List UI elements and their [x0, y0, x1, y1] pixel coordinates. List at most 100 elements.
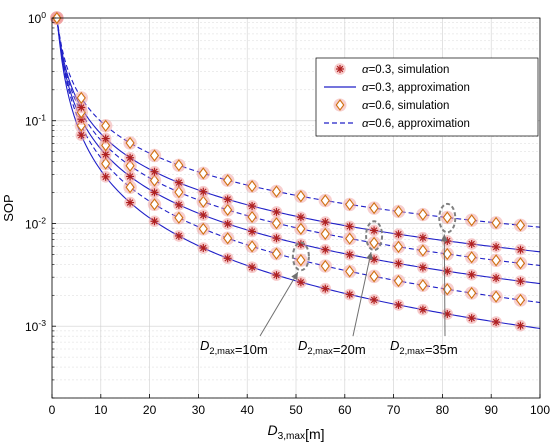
- diamond-marker: [318, 259, 332, 273]
- diamond-marker: [123, 180, 137, 194]
- diamond-shape: [515, 219, 526, 232]
- star-marker: [295, 211, 307, 224]
- star-marker: [343, 220, 356, 233]
- diamond-shape: [442, 211, 452, 224]
- diamond-shape: [345, 232, 355, 245]
- diamond-shape: [223, 174, 233, 187]
- marker-layer: [50, 11, 528, 332]
- axis-labels: SOP D3,max[m]: [1, 194, 325, 442]
- star-stroke: [322, 246, 329, 253]
- diamond-shape: [369, 236, 379, 249]
- diamond-shape: [296, 222, 306, 235]
- diamond-marker: [367, 236, 381, 250]
- diamond-marker: [220, 203, 235, 217]
- diamond-marker: [464, 250, 479, 264]
- group-ellipse: [365, 220, 384, 252]
- diamond-shape: [467, 286, 477, 300]
- star-marker: [465, 312, 478, 324]
- star-marker: [514, 275, 527, 287]
- diamond-marker: [391, 204, 406, 219]
- diamond-marker: [489, 253, 503, 268]
- diamond-shape: [198, 167, 208, 180]
- curve-alpha-06-approximation-dashed: [56, 17, 541, 304]
- star-stroke: [419, 264, 427, 271]
- star-stroke: [200, 211, 207, 219]
- diamond-marker: [98, 119, 113, 133]
- group-ellipse: [291, 241, 310, 272]
- star-marker: [465, 238, 478, 250]
- star-marker: [270, 206, 283, 218]
- diamond-marker: [98, 156, 113, 171]
- star-stroke: [517, 246, 524, 253]
- diamond-marker: [416, 243, 430, 258]
- star-stroke: [395, 260, 402, 267]
- star-stroke: [126, 173, 134, 180]
- star-stroke: [444, 310, 451, 318]
- diamond-marker: [391, 274, 406, 288]
- x-tick-label: 70: [387, 403, 401, 417]
- diamond-shape: [101, 119, 111, 132]
- star-stroke: [200, 188, 207, 195]
- diamond-shape: [125, 136, 135, 150]
- star-marker: [246, 225, 258, 238]
- x-tick-label: 100: [530, 403, 550, 417]
- star-marker: [173, 230, 185, 242]
- star-stroke: [248, 228, 256, 235]
- diamond-marker: [147, 197, 162, 212]
- y-tick-label: 10-1: [25, 113, 46, 129]
- star-marker: [319, 282, 332, 295]
- star-marker: [319, 243, 332, 256]
- diamond-marker: [196, 166, 210, 181]
- star-marker: [392, 299, 405, 311]
- diamond-shape: [174, 186, 184, 199]
- star-stroke: [336, 65, 344, 73]
- annotation-label: D2,max=10m: [200, 338, 268, 357]
- star-marker: [124, 151, 136, 164]
- star-stroke: [175, 179, 183, 186]
- star-marker: [99, 171, 112, 183]
- star-stroke: [200, 244, 207, 252]
- star-marker: [124, 170, 136, 183]
- star-marker: [368, 294, 380, 306]
- diamond-shape: [345, 198, 355, 211]
- diamond-shape: [320, 259, 330, 273]
- diamond-shape: [491, 216, 501, 229]
- diamond-marker: [464, 286, 479, 300]
- diamond-marker: [245, 210, 259, 224]
- star-stroke: [419, 234, 427, 241]
- diamond-marker: [367, 269, 381, 284]
- diamond-marker: [513, 293, 528, 307]
- diamond-shape: [467, 251, 477, 264]
- star-stroke: [224, 220, 231, 228]
- annotation-arrowhead: [366, 252, 374, 260]
- star-stroke: [273, 271, 280, 279]
- star-marker: [295, 276, 307, 289]
- x-tick-label: 20: [143, 403, 157, 417]
- star-stroke: [151, 189, 158, 196]
- diamond-shape: [247, 180, 257, 193]
- star-marker: [368, 224, 380, 237]
- star-stroke: [468, 314, 475, 322]
- diamond-shape: [515, 257, 526, 270]
- annotation-label: D2,max=35m: [390, 338, 458, 357]
- diamond-shape: [491, 290, 501, 303]
- star-stroke: [346, 223, 353, 230]
- star-stroke: [492, 274, 500, 282]
- diamond-marker: [196, 195, 210, 209]
- star-stroke: [248, 263, 256, 271]
- star-stroke: [346, 291, 353, 298]
- star-marker: [148, 165, 161, 178]
- star-marker: [392, 257, 405, 270]
- diamond-shape: [271, 247, 282, 260]
- star-stroke: [370, 256, 378, 263]
- diamond-marker: [172, 158, 186, 172]
- y-tick-label: 10-3: [25, 318, 46, 334]
- diamond-shape: [369, 270, 379, 283]
- diamond-shape: [320, 227, 330, 241]
- diamond-shape: [320, 194, 330, 207]
- diamond-shape: [271, 217, 282, 230]
- x-axis-label: D3,max[m]: [267, 422, 324, 442]
- star-marker: [441, 265, 454, 278]
- star-marker: [514, 319, 527, 332]
